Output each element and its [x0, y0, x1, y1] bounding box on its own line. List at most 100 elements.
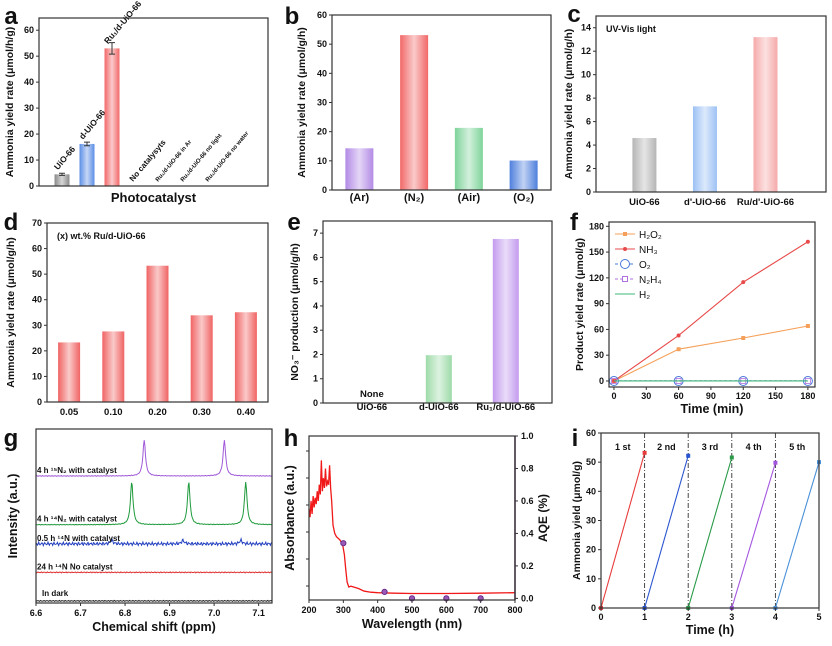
chart-annotation: UV-Vis light	[606, 24, 656, 34]
spectrum-label: 24 h ¹⁴N No catalyst	[37, 562, 113, 571]
category-tick-label: UiO-66	[629, 197, 660, 208]
x-tick-label: 4	[773, 612, 778, 622]
spectrum-line	[35, 571, 272, 574]
y-tick-label: 20	[32, 346, 42, 356]
x-tick-label: 3	[729, 612, 734, 622]
plot-area: (Ar) (N₂) (Air) (O₂)	[345, 35, 538, 204]
panel-e: e UiO-66 None d-UiO-66 Ru₁/d-UiO-66 0 1 2 3 4 5 6 7 N…	[287, 209, 553, 413]
x-tick-label: 300	[336, 605, 351, 615]
bar	[58, 342, 81, 402]
x-tick-label: 700	[473, 605, 488, 615]
panel-d: d 0.05 0.10 0.20 0.30 0.40 (x) wt.% Ru/d-UiO-6…	[4, 209, 269, 418]
series-line	[613, 241, 809, 382]
y-tick-label: 0	[37, 397, 42, 407]
y-tick-label: 0	[29, 181, 34, 191]
y-axis-title: Product yield rate (μmol/g)	[574, 238, 586, 371]
category-tick-label: 0.40	[237, 407, 256, 418]
y-tick-label: 60	[586, 428, 596, 438]
bar-label: d-UiO-66	[77, 107, 108, 141]
data-point	[741, 280, 746, 285]
spectrum-label: 4 h ¹⁵N₂ with catalyst	[37, 466, 117, 475]
y-tick-label: 10	[317, 156, 327, 166]
bar	[509, 160, 538, 190]
bar-label: Ru₁/d-UiO-66	[102, 0, 144, 46]
x-axis-title: Time (h)	[686, 623, 734, 637]
cycle-label: 4 th	[746, 442, 762, 452]
y-tick-label: 0	[313, 398, 318, 408]
error-bar	[109, 42, 115, 55]
bar	[104, 48, 120, 186]
y-tick-label: 40	[32, 295, 42, 305]
x-tick-label: 500	[404, 605, 419, 615]
bar	[102, 331, 125, 402]
plot-area: UiO-66 None d-UiO-66 Ru₁/d-UiO-66	[357, 238, 535, 413]
legend-marker	[622, 276, 628, 282]
x-tick-label: 6.6	[30, 608, 43, 618]
panel-f: f H₂O₂ NH₃ O₂ N₂H₄ H₂ 0 30 60 90 120 150 180 0 30 60 90 1…	[570, 209, 816, 416]
y-tick-label: 150	[589, 247, 604, 257]
plot-area: UiO-66 d'-UiO-66 Ru/d'-UiO-66 UV-Vis light	[606, 24, 794, 208]
y-tick-label: 30	[24, 103, 34, 113]
data-point	[805, 323, 810, 328]
x-tick-label: 1	[642, 612, 647, 622]
right-axis-title: AQE (%)	[536, 494, 550, 542]
y-tick-label: 50	[586, 457, 596, 467]
y-tick-label: 0	[586, 187, 591, 197]
plot-frame	[46, 222, 269, 403]
y-tick-label: 14	[581, 23, 591, 33]
bar	[400, 35, 429, 190]
y-tick-label: 10	[581, 70, 591, 80]
legend-label: N₂H₄	[639, 275, 661, 286]
data-point	[741, 336, 746, 341]
category-tick-label: 0.10	[104, 407, 123, 418]
cycle-line	[644, 455, 689, 609]
bar	[692, 106, 717, 192]
panel-letter: a	[4, 3, 18, 30]
panel-letter: f	[570, 209, 579, 236]
plot-area	[608, 239, 813, 386]
panel-letter: e	[287, 209, 300, 236]
y-axis-title: Intensity (a.u.)	[6, 474, 20, 559]
y-tick-label: 5	[313, 277, 318, 287]
series-line	[613, 325, 808, 382]
bar	[146, 265, 169, 402]
category-tick-label: (Air)	[458, 192, 481, 204]
bar	[79, 143, 95, 186]
y-tick-label: 0	[322, 185, 327, 195]
x-tick-label: 5	[816, 612, 821, 622]
y-tick-label: 20	[24, 129, 34, 139]
panel-c: c UiO-66 d'-UiO-66 Ru/d'-UiO-66 UV-Vis light…	[563, 1, 827, 208]
x-tick-label: 0	[611, 391, 616, 401]
y-tick-label: 60	[594, 324, 604, 334]
bar	[454, 127, 483, 190]
spectrum-line	[36, 537, 273, 548]
y-tick-label: 10	[24, 155, 34, 165]
x-tick-label: 90	[706, 391, 716, 401]
panel-h: h 0.0 0.2 0.4 0.6 0.8 1.0 AQE (%) 200 300 400 500 60…	[283, 425, 550, 631]
plot-area	[35, 440, 273, 603]
y-axis-title: Ammonia yield rate (μmol/g/h)	[5, 237, 17, 388]
x-tick-label: 6.7	[74, 608, 87, 618]
y-tick-label: 10	[32, 371, 42, 381]
y-tick-label: 120	[589, 273, 604, 283]
plot-frame	[38, 17, 269, 187]
legend-label: H₂	[639, 290, 650, 301]
cycle-line	[774, 462, 820, 609]
category-tick-label: 0.05	[60, 407, 79, 418]
data-point	[805, 239, 810, 244]
y-tick-label: 60	[32, 244, 42, 254]
aqe-point	[381, 588, 388, 595]
absorbance-line	[308, 460, 516, 595]
spectrum-line	[35, 599, 273, 603]
x-tick-label: 7.1	[252, 608, 265, 618]
y-tick-label: 6	[586, 117, 591, 127]
y-tick-label: 20	[317, 127, 327, 137]
plot-frame	[322, 220, 553, 404]
cycle-line	[687, 457, 733, 609]
bar	[632, 138, 657, 192]
category-tick-label: 0.30	[192, 407, 211, 418]
x-tick-label: 400	[370, 605, 385, 615]
x-tick-label: 6.9	[163, 608, 176, 618]
data-point	[773, 460, 778, 465]
y-axis-title: NO₃⁻ production (μmol/g/h)	[289, 243, 301, 381]
